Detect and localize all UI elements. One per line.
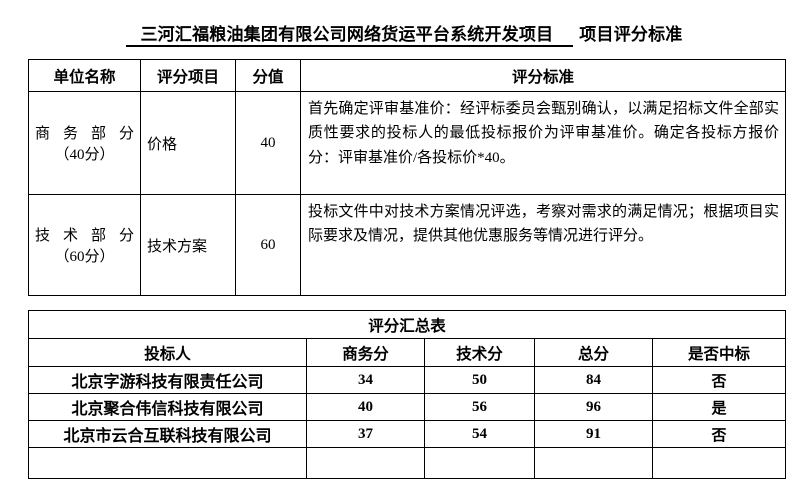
summary-business-score: 37 (306, 420, 425, 448)
summary-header-row: 投标人 商务分 技术分 总分 是否中标 (28, 338, 786, 367)
criteria-description-technical: 投标文件中对技术方案情况评选，考察对需求的满足情况；根据项目实际要求及情况，提供… (300, 194, 786, 296)
criteria-unit-business-name: 商务部分 (35, 126, 134, 142)
summary-is-winner (652, 447, 786, 479)
summary-business-score: 34 (306, 366, 425, 394)
table-row: 北京聚合伟信科技有限公司 40 56 96 是 (28, 393, 786, 421)
summary-total-score: 91 (534, 420, 653, 448)
summary-bidder-name (28, 447, 307, 479)
summary-business-score (306, 447, 425, 479)
summary-bidder-name: 北京聚合伟信科技有限公司 (28, 393, 307, 421)
criteria-score-business: 40 (235, 91, 301, 195)
summary-header-total-score: 总分 (534, 338, 653, 367)
summary-technical-score: 56 (424, 393, 535, 421)
summary-business-score: 40 (306, 393, 425, 421)
summary-header-business-score: 商务分 (306, 338, 425, 367)
criteria-header-score: 分值 (235, 59, 301, 92)
summary-bidder-name: 北京字游科技有限责任公司 (28, 366, 307, 394)
score-summary-table: 评分汇总表 投标人 商务分 技术分 总分 是否中标 北京字游科技有限责任公司 3… (28, 310, 786, 479)
criteria-header-unit: 单位名称 (28, 59, 141, 92)
summary-is-winner: 否 (652, 366, 786, 394)
summary-is-winner: 否 (652, 420, 786, 448)
summary-is-winner: 是 (652, 393, 786, 421)
criteria-unit-technical: 技术部分 （60分） (28, 194, 141, 296)
criteria-unit-technical-name: 技术部分 (35, 228, 134, 244)
criteria-score-technical: 60 (235, 194, 301, 296)
page-title-project-name: 三河汇福粮油集团有限公司网络货运平台系统开发项目 (126, 25, 574, 47)
criteria-header-standard: 评分标准 (300, 59, 786, 92)
criteria-item-business: 价格 (140, 91, 236, 195)
criteria-unit-business: 商务部分 （40分） (28, 91, 141, 195)
criteria-header-item: 评分项目 (140, 59, 236, 92)
table-row: 北京市云合互联科技有限公司 37 54 91 否 (28, 420, 786, 448)
table-row: 北京字游科技有限责任公司 34 50 84 否 (28, 366, 786, 394)
criteria-header-row: 单位名称 评分项目 分值 评分标准 (28, 59, 786, 92)
criteria-item-technical: 技术方案 (140, 194, 236, 296)
page-title-suffix: 项目评分标准 (579, 25, 683, 44)
table-row: 商务部分 （40分） 价格 40 首先确定评审基准价：经评标委员会甄别确认，以满… (28, 91, 786, 195)
summary-total-score: 96 (534, 393, 653, 421)
criteria-description-business: 首先确定评审基准价：经评标委员会甄别确认，以满足招标文件全部实质性要求的投标人的… (300, 91, 786, 195)
criteria-unit-technical-points: （60分） (54, 249, 115, 265)
summary-header-is-winner: 是否中标 (652, 338, 786, 367)
summary-caption-row: 评分汇总表 (28, 310, 786, 339)
summary-bidder-name: 北京市云合互联科技有限公司 (28, 420, 307, 448)
summary-total-score (534, 447, 653, 479)
page-title: 三河汇福粮油集团有限公司网络货运平台系统开发项目 项目评分标准 (0, 20, 809, 47)
summary-total-score: 84 (534, 366, 653, 394)
table-row (28, 447, 786, 479)
scoring-criteria-table: 单位名称 评分项目 分值 评分标准 商务部分 （40分） 价格 40 首先确定评… (28, 59, 786, 296)
summary-technical-score: 50 (424, 366, 535, 394)
summary-technical-score (424, 447, 535, 479)
criteria-unit-business-points: （40分） (54, 147, 115, 163)
summary-header-bidder: 投标人 (28, 338, 307, 367)
summary-header-technical-score: 技术分 (424, 338, 535, 367)
summary-technical-score: 54 (424, 420, 535, 448)
summary-caption: 评分汇总表 (28, 310, 786, 339)
table-row: 技术部分 （60分） 技术方案 60 投标文件中对技术方案情况评选，考察对需求的… (28, 194, 786, 296)
